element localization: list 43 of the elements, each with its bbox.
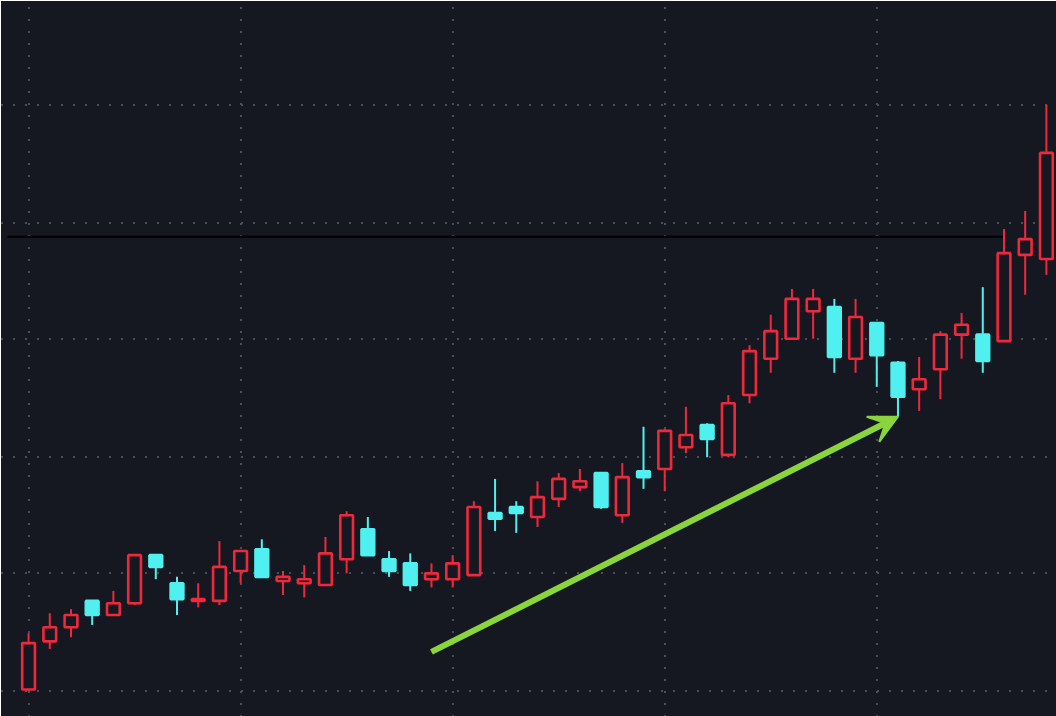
candlestick	[572, 467, 588, 493]
candlestick	[953, 311, 970, 360]
candlestick	[42, 612, 58, 650]
candlestick	[338, 510, 355, 575]
candlestick	[105, 589, 122, 617]
candlestick	[551, 472, 567, 509]
candlestick	[657, 428, 673, 493]
candlestick	[784, 287, 800, 341]
candlestick	[20, 632, 37, 693]
candlestick	[317, 535, 334, 587]
candlestick	[148, 553, 164, 581]
candlestick	[169, 575, 185, 616]
candlestick	[211, 540, 228, 606]
candlestick	[254, 538, 270, 579]
candlestick	[1017, 209, 1033, 296]
candlestick	[360, 516, 376, 557]
candlestick	[763, 313, 779, 374]
candlestick	[423, 562, 440, 589]
candlestick	[678, 405, 694, 455]
candlestick	[869, 321, 885, 388]
candlestick	[975, 286, 991, 374]
candlestick	[593, 471, 609, 510]
candlestick	[614, 462, 630, 524]
candlestick	[296, 564, 312, 599]
candlestick	[529, 480, 546, 528]
candlestick	[699, 422, 715, 459]
candlestick	[508, 500, 524, 534]
candlestick	[847, 297, 864, 374]
candlestick	[932, 330, 949, 401]
candlestick	[275, 569, 291, 597]
candlestick	[402, 552, 418, 592]
candlestick	[911, 355, 927, 412]
candlestick	[190, 582, 206, 609]
candlestick	[445, 554, 461, 589]
candlestick	[741, 344, 758, 405]
candlestick	[381, 550, 397, 578]
candlestick	[232, 549, 249, 585]
candlestick	[890, 360, 906, 418]
candlestick	[84, 599, 100, 626]
candlestick	[805, 287, 821, 340]
candlestick	[63, 608, 79, 639]
candlestick	[487, 477, 503, 533]
candlestick	[635, 425, 652, 490]
